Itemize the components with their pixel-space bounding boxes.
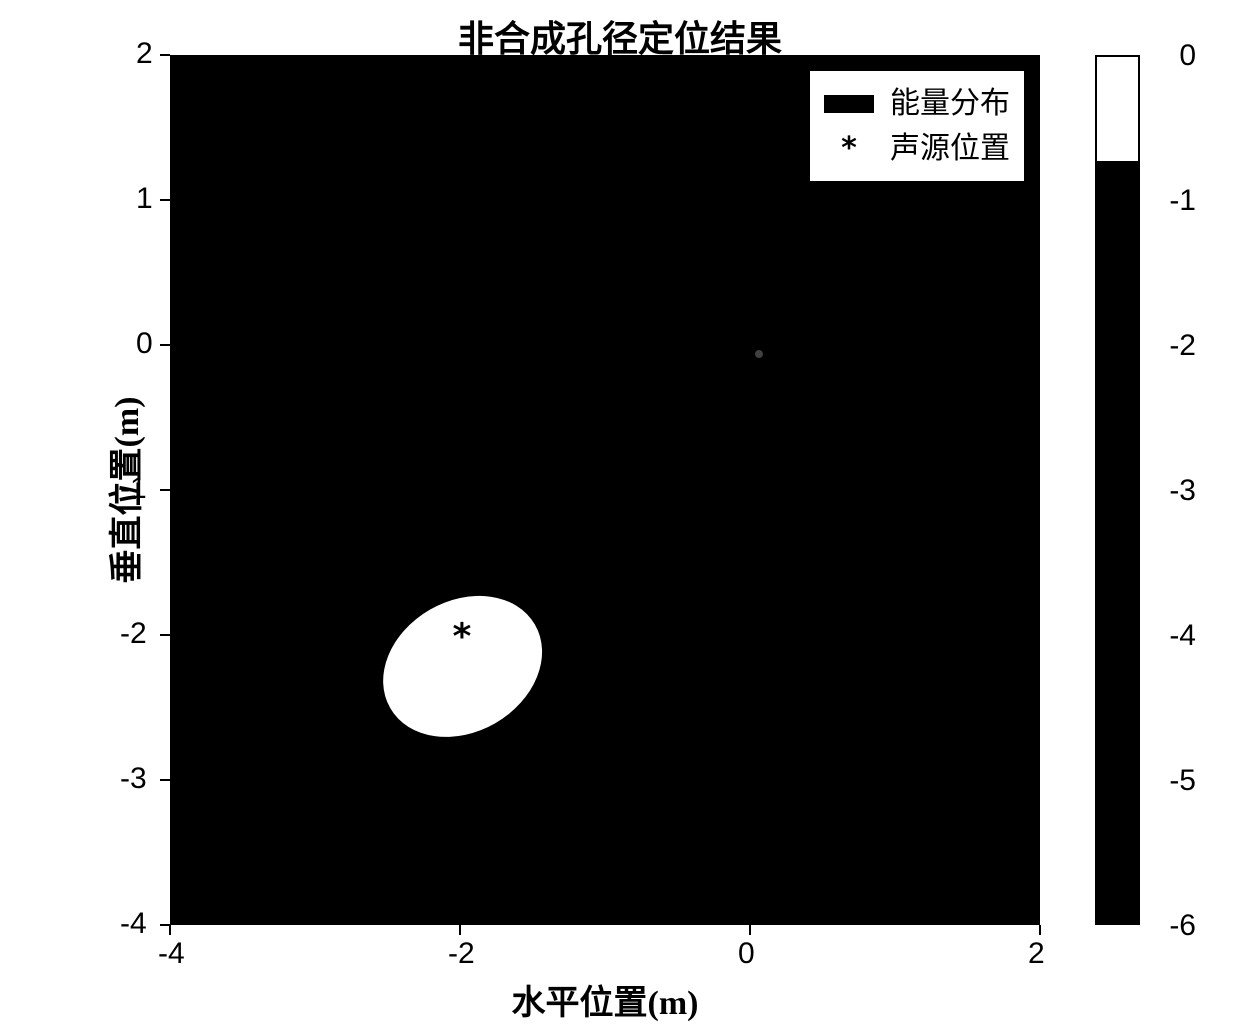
source-marker-icon: *	[451, 617, 473, 658]
legend-marker-icon: *	[824, 126, 874, 171]
y-tick-label: 0	[136, 327, 153, 361]
x-tick-label: 2	[1028, 937, 1045, 971]
legend-item-energy: 能量分布	[824, 81, 1010, 126]
x-tick-label: -4	[158, 937, 185, 971]
colorbar: 0-1-2-3-4-5-6	[1095, 55, 1140, 925]
x-axis-label: 水平位置(m)	[512, 975, 699, 1024]
y-axis-label: 垂直位置(m)	[99, 397, 148, 584]
y-tick-label: -4	[120, 907, 147, 941]
y-tick	[160, 489, 170, 491]
speckle-point	[755, 350, 763, 358]
colorbar-tick-label: -6	[1169, 909, 1196, 943]
y-tick-label: -3	[120, 762, 147, 796]
y-tick	[160, 344, 170, 346]
x-tick-label: 0	[738, 937, 755, 971]
colorbar-tick-label: -5	[1169, 764, 1196, 798]
colorbar-tick-label: -3	[1169, 474, 1196, 508]
x-tick	[459, 925, 461, 935]
legend: 能量分布 * 声源位置	[808, 69, 1026, 183]
x-tick	[749, 925, 751, 935]
legend-label: 声源位置	[890, 126, 1010, 171]
plot-area: * 能量分布 * 声源位置	[170, 55, 1040, 925]
colorbar-tick-label: -2	[1169, 329, 1196, 363]
y-tick	[160, 779, 170, 781]
colorbar-tick-label: -4	[1169, 619, 1196, 653]
legend-label: 能量分布	[890, 81, 1010, 126]
x-tick	[1039, 925, 1041, 935]
figure: 非合成孔径定位结果 * 能量分布 * 声源位置 -4-202 -4-3-2-10…	[0, 0, 1240, 1025]
legend-swatch-icon	[824, 95, 874, 113]
y-tick	[160, 924, 170, 926]
colorbar-tick-label: 0	[1179, 39, 1196, 73]
y-tick	[160, 54, 170, 56]
energy-blob	[357, 568, 567, 764]
x-tick	[169, 925, 171, 935]
x-tick-label: -2	[448, 937, 475, 971]
y-tick-label: -2	[120, 617, 147, 651]
y-tick	[160, 634, 170, 636]
y-tick-label: 2	[136, 37, 153, 71]
colorbar-top-segment	[1097, 57, 1138, 161]
colorbar-tick-label: -1	[1169, 184, 1196, 218]
y-tick-label: 1	[136, 182, 153, 216]
legend-item-source: * 声源位置	[824, 126, 1010, 171]
y-tick	[160, 199, 170, 201]
